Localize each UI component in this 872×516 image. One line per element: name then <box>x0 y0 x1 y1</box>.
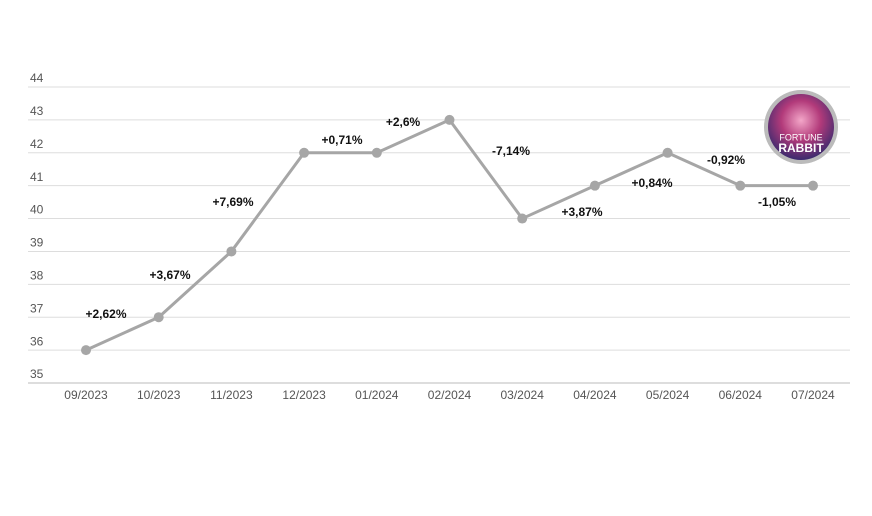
change-label: +0,84% <box>631 176 672 190</box>
x-tick-label: 02/2024 <box>428 388 472 402</box>
change-label: +3,87% <box>561 205 602 219</box>
logo: FORTUNE RABBIT <box>764 90 838 164</box>
logo-text: FORTUNE <box>779 132 822 142</box>
change-label: +0,71% <box>321 133 362 147</box>
point <box>735 180 746 191</box>
x-tick-label: 01/2024 <box>355 388 399 402</box>
y-tick-label: 40 <box>30 203 44 217</box>
point <box>662 147 673 158</box>
point <box>299 147 310 158</box>
y-tick-label: 44 <box>30 71 44 85</box>
point <box>517 213 528 224</box>
change-label: -0,92% <box>707 153 745 167</box>
change-label: -7,14% <box>492 144 530 158</box>
point <box>153 312 164 323</box>
logo-text: RABBIT <box>778 141 824 155</box>
logo-disc <box>768 94 834 160</box>
x-tick-label: 07/2024 <box>791 388 835 402</box>
point <box>589 180 600 191</box>
y-tick-label: 37 <box>30 301 44 315</box>
x-tick-label: 11/2023 <box>210 388 253 402</box>
y-tick-label: 43 <box>30 104 44 118</box>
y-tick-label: 39 <box>30 236 44 250</box>
y-tick-label: 42 <box>30 137 44 151</box>
y-tick-label: 35 <box>30 367 44 381</box>
y-tick-label: 38 <box>30 269 44 283</box>
point <box>226 246 237 257</box>
change-label: +2,6% <box>386 115 421 129</box>
change-label: -1,05% <box>758 195 796 209</box>
point <box>81 345 91 356</box>
x-tick-label: 06/2024 <box>719 388 763 402</box>
point <box>371 147 382 158</box>
x-tick-label: 12/2023 <box>282 388 326 402</box>
y-tick-label: 41 <box>30 170 44 184</box>
point <box>808 180 818 191</box>
point <box>444 114 455 125</box>
x-tick-label: 10/2023 <box>137 388 181 402</box>
x-tick-label: 09/2023 <box>64 388 108 402</box>
x-tick-label: 05/2024 <box>646 388 690 402</box>
change-label: +7,69% <box>212 195 253 209</box>
change-label: +3,67% <box>149 268 190 282</box>
y-tick-label: 36 <box>30 334 44 348</box>
change-label: +2,62% <box>85 307 126 321</box>
line <box>85 118 813 352</box>
x-tick-label: 04/2024 <box>573 388 617 402</box>
x-tick-label: 03/2024 <box>501 388 545 402</box>
